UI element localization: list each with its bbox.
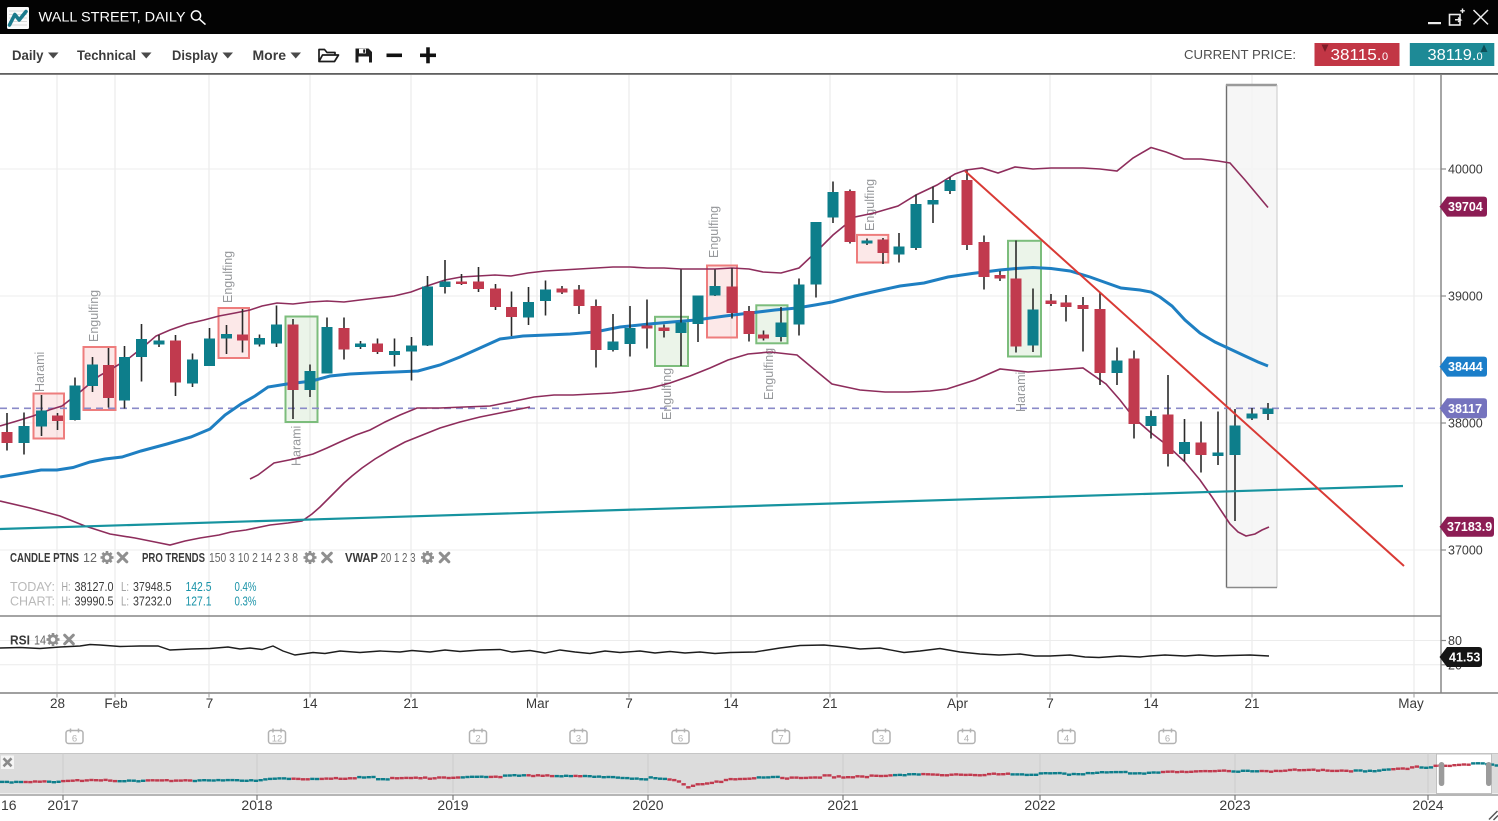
svg-text:6: 6: [678, 734, 683, 745]
svg-text:6: 6: [72, 734, 77, 745]
svg-text:7: 7: [206, 696, 214, 711]
svg-text:Engulfing: Engulfing: [87, 290, 101, 342]
svg-text:TODAY:: TODAY:: [10, 579, 55, 594]
svg-text:2022: 2022: [1024, 797, 1055, 813]
svg-text:38119.: 38119.: [1428, 47, 1477, 64]
svg-text:150 3 10 2 14 2 3 8: 150 3 10 2 14 2 3 8: [209, 551, 298, 565]
svg-text:CANDLE PTNS: CANDLE PTNS: [10, 551, 79, 565]
svg-text:Engulfing: Engulfing: [221, 251, 235, 303]
svg-text:L:: L:: [121, 594, 129, 609]
svg-text:2: 2: [475, 734, 480, 745]
svg-text:38127.0: 38127.0: [75, 579, 114, 594]
svg-text:21: 21: [403, 696, 418, 711]
svg-text:0.3%: 0.3%: [235, 594, 257, 609]
svg-text:Harami: Harami: [1014, 372, 1028, 412]
svg-text:41.53: 41.53: [1449, 651, 1480, 665]
svg-text:RSI: RSI: [10, 634, 30, 648]
svg-text:Engulfing: Engulfing: [762, 348, 776, 400]
svg-text:VWAP: VWAP: [345, 551, 378, 565]
svg-text:Daily: Daily: [12, 47, 44, 63]
svg-text:Harami: Harami: [290, 426, 304, 466]
svg-text:14: 14: [1143, 696, 1159, 711]
svg-text:L:: L:: [121, 579, 129, 594]
svg-text:Engulfing: Engulfing: [863, 179, 877, 231]
svg-text:12: 12: [272, 734, 283, 745]
svg-text:Apr: Apr: [947, 696, 969, 711]
svg-text:14: 14: [302, 696, 318, 711]
svg-text:2020: 2020: [632, 797, 663, 813]
svg-text:0.4%: 0.4%: [235, 579, 257, 594]
svg-text:127.1: 127.1: [186, 594, 212, 609]
svg-text:2023: 2023: [1219, 797, 1250, 813]
svg-text:0: 0: [1477, 51, 1483, 63]
svg-text:CURRENT PRICE:: CURRENT PRICE:: [1184, 47, 1296, 62]
svg-text:14: 14: [34, 634, 46, 648]
svg-text:May: May: [1398, 696, 1424, 711]
svg-text:37232.0: 37232.0: [133, 594, 172, 609]
svg-text:3: 3: [879, 734, 884, 745]
svg-text:38117: 38117: [1448, 402, 1482, 416]
svg-text:7: 7: [1046, 696, 1054, 711]
svg-text:39990.5: 39990.5: [75, 594, 114, 609]
svg-text:More: More: [253, 47, 287, 63]
svg-text:38000: 38000: [1448, 417, 1483, 431]
svg-text:Technical: Technical: [77, 47, 136, 63]
svg-text:WALL STREET, DAILY: WALL STREET, DAILY: [39, 10, 186, 25]
svg-text:Engulfing: Engulfing: [707, 206, 721, 258]
svg-text:21: 21: [822, 696, 837, 711]
svg-text:37948.5: 37948.5: [133, 579, 172, 594]
svg-text:142.5: 142.5: [186, 579, 212, 594]
svg-text:Display: Display: [172, 47, 218, 63]
svg-text:2024: 2024: [1412, 797, 1443, 813]
svg-text:7: 7: [778, 734, 783, 745]
svg-text:Engulfing: Engulfing: [660, 368, 674, 420]
svg-text:38115.: 38115.: [1331, 47, 1382, 64]
svg-text:2021: 2021: [827, 797, 858, 813]
svg-text:37183.9: 37183.9: [1447, 520, 1492, 534]
svg-text:7: 7: [625, 696, 633, 711]
svg-text:2018: 2018: [241, 797, 272, 813]
svg-text:Feb: Feb: [104, 696, 127, 711]
svg-text:16: 16: [1, 797, 17, 813]
svg-text:6: 6: [1165, 734, 1170, 745]
svg-text:20 1 2 3: 20 1 2 3: [381, 551, 416, 565]
svg-text:28: 28: [50, 696, 65, 711]
svg-text:38444: 38444: [1448, 360, 1483, 374]
svg-text:PRO TRENDS: PRO TRENDS: [142, 551, 205, 565]
svg-text:80: 80: [1448, 634, 1462, 648]
svg-text:Mar: Mar: [526, 696, 550, 711]
svg-text:H:: H:: [62, 594, 71, 609]
svg-text:H:: H:: [62, 579, 71, 594]
svg-text:37000: 37000: [1448, 544, 1483, 558]
svg-text:40000: 40000: [1448, 163, 1483, 177]
svg-text:21: 21: [1244, 696, 1259, 711]
svg-text:39704: 39704: [1448, 200, 1483, 214]
svg-text:4: 4: [964, 734, 969, 745]
svg-text:14: 14: [723, 696, 739, 711]
svg-text:12: 12: [83, 551, 97, 565]
svg-text:4: 4: [1064, 734, 1069, 745]
svg-text:3: 3: [576, 734, 581, 745]
svg-text:2017: 2017: [47, 797, 78, 813]
svg-text:CHART:: CHART:: [10, 594, 55, 609]
svg-text:Harami: Harami: [33, 352, 47, 392]
svg-text:2019: 2019: [437, 797, 468, 813]
svg-text:39000: 39000: [1448, 290, 1483, 304]
svg-text:0: 0: [1382, 51, 1388, 63]
